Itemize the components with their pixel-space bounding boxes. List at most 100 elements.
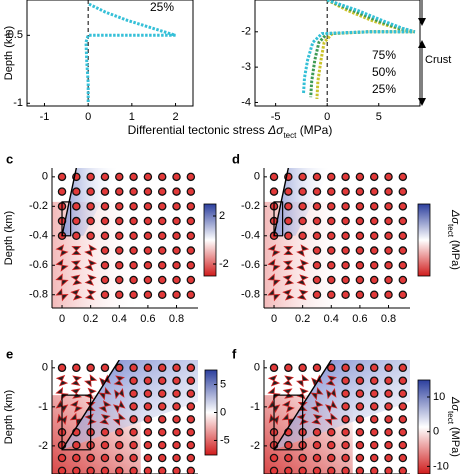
stress-glyph bbox=[341, 376, 350, 385]
stress-glyph bbox=[269, 187, 279, 196]
stress-glyph bbox=[115, 427, 124, 437]
series-label: 75% bbox=[372, 48, 396, 62]
stress-glyph bbox=[129, 440, 138, 450]
stress-glyph bbox=[355, 402, 365, 411]
stress-glyph bbox=[186, 202, 196, 211]
stress-glyph bbox=[143, 275, 153, 285]
stress-glyph bbox=[129, 402, 138, 411]
stress-glyph bbox=[100, 466, 110, 474]
stress-glyph bbox=[86, 231, 95, 241]
stress-glyph bbox=[298, 216, 307, 226]
colorbar-tick-label: 5 bbox=[220, 378, 226, 390]
stress-glyph bbox=[186, 427, 196, 437]
y-tick-label: -0.8 bbox=[29, 289, 48, 301]
stress-glyph bbox=[86, 172, 95, 182]
y-tick-label: -0.6 bbox=[29, 259, 48, 271]
x-tick-label: 0.4 bbox=[324, 313, 339, 325]
x-tick-label: -1 bbox=[40, 111, 50, 123]
stress-glyph bbox=[172, 376, 181, 385]
stress-glyph bbox=[369, 246, 379, 255]
stress-glyph bbox=[267, 273, 281, 287]
stress-glyph bbox=[269, 466, 279, 474]
stress-glyph bbox=[398, 402, 408, 411]
stress-glyph bbox=[341, 261, 350, 270]
stress-glyph bbox=[355, 290, 365, 299]
stress-glyph bbox=[269, 172, 279, 182]
stress-glyph bbox=[398, 376, 408, 385]
stress-glyph bbox=[172, 389, 181, 398]
stress-glyph bbox=[369, 453, 379, 463]
stress-glyph bbox=[186, 363, 196, 373]
stress-glyph bbox=[312, 202, 322, 211]
stress-glyph bbox=[398, 187, 408, 196]
y-tick-label: -0.5 bbox=[4, 29, 23, 41]
stress-glyph bbox=[100, 453, 110, 463]
stress-glyph bbox=[384, 202, 393, 211]
y-axis-label: Depth (km) bbox=[3, 26, 15, 80]
fault-zone bbox=[273, 201, 284, 237]
stress-glyph bbox=[72, 231, 81, 241]
stress-glyph bbox=[267, 374, 281, 387]
stress-glyph bbox=[284, 440, 293, 450]
stress-glyph bbox=[100, 246, 110, 255]
stress-glyph bbox=[298, 466, 307, 474]
stress-glyph bbox=[115, 216, 124, 226]
stress-glyph bbox=[84, 289, 97, 301]
stress-glyph bbox=[312, 172, 322, 182]
stress-glyph bbox=[129, 202, 138, 211]
stress-glyph bbox=[157, 466, 167, 474]
stress-glyph bbox=[312, 290, 322, 299]
colorbar-tick-label: -10 bbox=[433, 460, 449, 472]
stress-glyph bbox=[284, 363, 293, 373]
stress-glyph bbox=[296, 289, 309, 301]
stress-glyph bbox=[100, 216, 110, 226]
colorbar-label-symbol: Δσ bbox=[449, 396, 461, 411]
stress-glyph bbox=[186, 231, 196, 241]
stress-glyph bbox=[172, 216, 181, 226]
stress-glyph bbox=[369, 172, 379, 182]
stress-glyph bbox=[129, 290, 138, 299]
fault-zone bbox=[61, 394, 92, 451]
stress-glyph bbox=[327, 290, 336, 299]
stress-glyph bbox=[186, 187, 196, 196]
panel: 75% 50% 25% Crust -5 0 5 -4 -3 -2 bbox=[241, 0, 451, 123]
annotation: Crust bbox=[425, 54, 451, 66]
stress-glyph bbox=[129, 389, 138, 398]
stress-glyph bbox=[267, 399, 281, 413]
colorbar-label-unit: (MPa) bbox=[449, 240, 461, 270]
stress-glyph bbox=[296, 387, 309, 400]
stress-glyph bbox=[115, 275, 124, 285]
stress-glyph bbox=[98, 386, 112, 401]
panel: 25% Differential tectonic stress Δσtect (… bbox=[3, 0, 332, 140]
stress-glyph bbox=[84, 244, 98, 257]
colorbar bbox=[417, 379, 431, 474]
stress-glyph bbox=[398, 172, 408, 182]
stress-glyph bbox=[129, 427, 138, 437]
stress-glyph bbox=[186, 246, 196, 255]
field bbox=[52, 168, 196, 308]
stress-glyph bbox=[172, 415, 181, 424]
stress-glyph bbox=[384, 363, 393, 373]
stress-glyph bbox=[115, 231, 124, 241]
y-axis-label: Depth (km) bbox=[3, 211, 15, 265]
stress-glyph bbox=[384, 466, 393, 474]
stress-glyph bbox=[129, 376, 138, 385]
stress-glyph bbox=[172, 275, 181, 285]
colorbar-label-subscript: tect bbox=[446, 224, 455, 238]
y-tick-label: 0 bbox=[254, 362, 260, 374]
stress-glyph bbox=[186, 172, 196, 182]
stress-glyph bbox=[298, 453, 307, 463]
panel: c 2 -2 0 0.2 0.4 0.6 0.8 -0.8 -0.6 -0.4 -0.2 0 Depth … bbox=[3, 151, 229, 324]
stress-glyph bbox=[172, 172, 181, 182]
stress-glyph bbox=[72, 202, 81, 211]
stress-glyph bbox=[157, 275, 167, 285]
stress-glyph bbox=[284, 216, 293, 226]
stress-glyph bbox=[172, 363, 181, 373]
stress-glyph bbox=[282, 274, 295, 286]
stress-glyph bbox=[398, 363, 408, 373]
stress-glyph bbox=[86, 202, 95, 211]
stress-glyph bbox=[55, 374, 69, 387]
stress-glyph bbox=[143, 402, 153, 411]
stress-glyph bbox=[57, 363, 67, 373]
x-tick-label: 0.2 bbox=[83, 313, 98, 325]
